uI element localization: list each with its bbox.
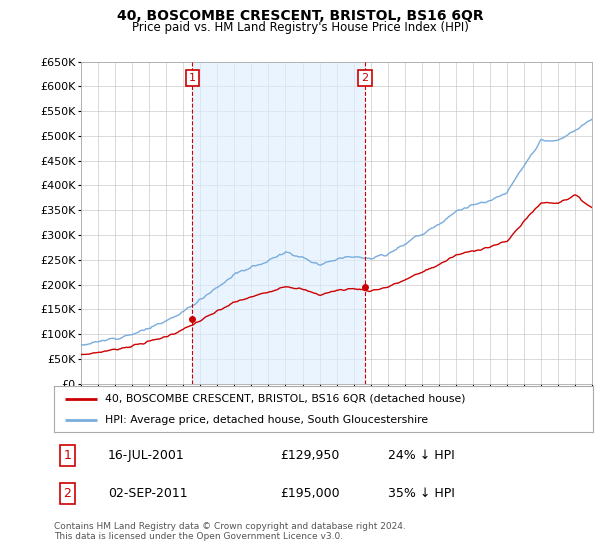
Text: 1: 1: [64, 449, 71, 462]
Text: 2: 2: [361, 73, 368, 83]
Text: £195,000: £195,000: [280, 487, 340, 500]
Text: 2: 2: [64, 487, 71, 500]
Text: £129,950: £129,950: [280, 449, 340, 462]
Text: 40, BOSCOMBE CRESCENT, BRISTOL, BS16 6QR (detached house): 40, BOSCOMBE CRESCENT, BRISTOL, BS16 6QR…: [105, 394, 466, 404]
Text: Price paid vs. HM Land Registry's House Price Index (HPI): Price paid vs. HM Land Registry's House …: [131, 21, 469, 34]
Text: HPI: Average price, detached house, South Gloucestershire: HPI: Average price, detached house, Sout…: [105, 415, 428, 425]
Bar: [193, 62, 365, 384]
Text: 35% ↓ HPI: 35% ↓ HPI: [388, 487, 455, 500]
Text: 24% ↓ HPI: 24% ↓ HPI: [388, 449, 455, 462]
Text: 40, BOSCOMBE CRESCENT, BRISTOL, BS16 6QR: 40, BOSCOMBE CRESCENT, BRISTOL, BS16 6QR: [116, 9, 484, 23]
Text: 1: 1: [189, 73, 196, 83]
Text: 02-SEP-2011: 02-SEP-2011: [108, 487, 188, 500]
Text: Contains HM Land Registry data © Crown copyright and database right 2024.
This d: Contains HM Land Registry data © Crown c…: [54, 522, 406, 542]
Text: 16-JUL-2001: 16-JUL-2001: [108, 449, 185, 462]
